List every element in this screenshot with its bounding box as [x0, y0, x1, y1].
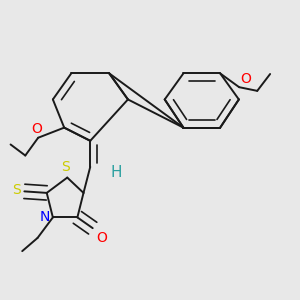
Text: N: N: [40, 210, 50, 224]
Text: O: O: [241, 72, 252, 86]
Text: S: S: [61, 160, 70, 174]
Text: S: S: [13, 183, 21, 197]
Text: H: H: [110, 166, 122, 181]
Text: O: O: [31, 122, 42, 136]
Text: O: O: [96, 231, 106, 245]
